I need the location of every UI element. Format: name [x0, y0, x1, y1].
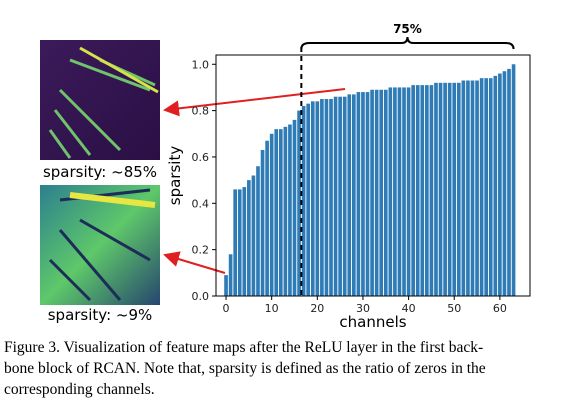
plot-frame	[215, 54, 531, 297]
bar	[269, 133, 274, 296]
bar	[429, 85, 434, 296]
bar	[402, 87, 406, 296]
bar	[251, 175, 256, 296]
bar	[411, 85, 415, 296]
x-tick-label: 50	[447, 302, 461, 315]
bar	[393, 87, 397, 296]
bar	[479, 78, 484, 296]
bar	[498, 73, 502, 297]
y-tick-label: 0.0	[192, 290, 210, 303]
caption-line: corresponding channels.	[4, 381, 155, 398]
bar	[507, 68, 511, 297]
bar	[383, 89, 388, 296]
bar	[502, 71, 507, 296]
bar	[493, 75, 498, 296]
bar	[247, 180, 251, 296]
x-tick-label: 0	[223, 302, 230, 315]
bar	[342, 96, 347, 296]
bar	[438, 82, 443, 296]
bar	[452, 82, 457, 296]
annotation: 75%	[393, 22, 422, 36]
bar	[352, 94, 356, 297]
bar	[420, 85, 425, 296]
bar	[406, 87, 411, 296]
bar	[374, 89, 379, 296]
y-tick-label: 0.2	[192, 244, 210, 257]
feature-map-bottom	[40, 185, 160, 305]
bar	[361, 92, 365, 296]
brace	[300, 36, 515, 50]
bar	[425, 85, 429, 296]
bar	[370, 89, 374, 296]
arrow	[163, 251, 226, 274]
bar	[447, 82, 452, 296]
bar	[315, 101, 320, 296]
bar	[434, 82, 438, 296]
caption-line: bone block of RCAN. Note that, sparsity …	[4, 360, 486, 377]
bar	[443, 82, 447, 296]
bar	[320, 99, 324, 297]
bar-chart: 0.0 0.2 0.4 0.6 0.8 1.0 0 10 20 30 40 50 60 channels s…	[166, 22, 531, 331]
bar	[379, 89, 384, 296]
bar	[265, 140, 269, 296]
bar	[488, 78, 493, 296]
caption-line: Figure 3. Visualization of feature maps …	[4, 339, 483, 356]
panel-label: sparsity: ~9%	[48, 306, 153, 324]
bar	[228, 254, 233, 296]
bar	[283, 126, 288, 296]
bar	[388, 87, 393, 296]
y-tick-label: 0.6	[192, 151, 210, 164]
arrow	[163, 88, 346, 117]
bar	[329, 99, 333, 297]
bar	[233, 189, 237, 296]
bar	[288, 124, 292, 297]
bar	[278, 129, 283, 296]
x-tick-label: 60	[493, 302, 507, 315]
bar	[475, 80, 479, 296]
bar	[292, 119, 297, 296]
y-tick-label: 0.4	[192, 197, 210, 210]
bar	[301, 105, 306, 296]
bar	[256, 166, 260, 296]
bar	[397, 87, 402, 296]
bar	[274, 129, 279, 296]
bar	[237, 189, 242, 296]
bar	[356, 92, 361, 296]
bar	[461, 80, 466, 296]
bar	[365, 92, 370, 296]
y-tick-label: 1.0	[192, 58, 210, 71]
bar	[242, 187, 247, 296]
bar	[466, 80, 470, 296]
bar	[297, 110, 301, 296]
bar	[484, 78, 489, 296]
x-tick-label: 10	[265, 302, 279, 315]
bar	[333, 96, 338, 296]
x-tick-label: 40	[402, 302, 416, 315]
bar	[456, 82, 461, 296]
bar	[415, 85, 420, 296]
bar	[224, 275, 228, 296]
bar	[511, 64, 516, 297]
bar	[306, 103, 311, 297]
panel-label: sparsity: ~85%	[43, 163, 157, 181]
x-tick-label: 30	[356, 302, 370, 315]
x-tick-label: 20	[310, 302, 324, 315]
bar	[338, 96, 342, 296]
feature-map-top	[40, 40, 160, 160]
bar	[260, 150, 265, 296]
bar	[310, 101, 315, 296]
x-axis-label: channels	[339, 313, 406, 331]
bar	[470, 80, 475, 296]
y-tick-label: 0.8	[192, 105, 210, 118]
y-axis-label: sparsity	[166, 146, 184, 206]
bar	[324, 99, 329, 297]
bar	[347, 94, 352, 297]
